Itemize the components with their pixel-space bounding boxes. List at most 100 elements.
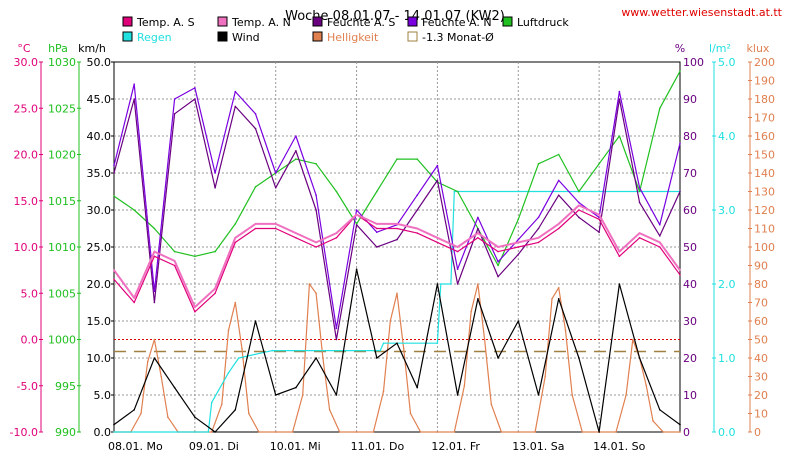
data-point xyxy=(133,301,135,304)
x-axis-label: 14.01. So xyxy=(593,440,645,453)
data-point xyxy=(295,135,297,137)
light-axis-tick-label: 0 xyxy=(754,426,761,439)
data-point xyxy=(615,431,617,433)
light-axis-tick-label: 190 xyxy=(754,75,775,88)
data-point xyxy=(662,431,664,433)
humidity-axis-tick-label: 10 xyxy=(683,389,697,402)
data-point xyxy=(477,227,479,230)
humidity-axis-tick-label: 60 xyxy=(683,204,697,217)
legend-label: Luftdruck xyxy=(517,16,569,29)
series-line-regen xyxy=(114,190,680,433)
data-point xyxy=(497,261,499,263)
data-point xyxy=(372,431,375,433)
light-axis-tick-label: 90 xyxy=(754,260,768,273)
data-point xyxy=(308,283,311,285)
data-point xyxy=(638,232,641,234)
data-point xyxy=(659,107,661,110)
data-point xyxy=(436,342,439,345)
data-point xyxy=(578,190,580,193)
data-point xyxy=(376,223,378,225)
light-axis-tick-label: 110 xyxy=(754,223,775,236)
data-point xyxy=(335,338,338,341)
data-point xyxy=(167,416,169,419)
data-point xyxy=(227,372,230,374)
temp-axis-tick-label: -5.0 xyxy=(17,380,38,393)
data-point xyxy=(659,409,661,411)
data-point xyxy=(638,357,641,359)
rain-axis-tick-label: 5.0 xyxy=(718,56,736,69)
data-point xyxy=(295,386,297,389)
data-point xyxy=(679,190,681,193)
legend-swatch xyxy=(502,16,513,27)
light-axis-tick-label: 70 xyxy=(754,297,768,310)
wind-axis-tick-label: 20.0 xyxy=(87,278,112,291)
data-point xyxy=(376,357,378,359)
data-point xyxy=(578,209,580,211)
data-point xyxy=(254,186,257,188)
pressure-axis-tick-label: 995 xyxy=(55,380,76,393)
data-point xyxy=(241,348,243,350)
light-axis-tick-label: 100 xyxy=(754,241,775,254)
data-point xyxy=(618,98,621,100)
data-point xyxy=(258,431,260,433)
wind-axis-tick-label: 50.0 xyxy=(87,56,112,69)
pressure-axis-tick-label: 1000 xyxy=(48,334,76,347)
data-point xyxy=(234,409,237,411)
data-point xyxy=(557,286,560,289)
data-point xyxy=(355,224,358,226)
wind-axis-unit: km/h xyxy=(78,42,106,55)
data-point xyxy=(146,360,149,363)
data-point xyxy=(396,158,398,160)
data-point xyxy=(254,113,257,115)
data-point xyxy=(436,164,439,167)
data-point xyxy=(254,127,257,130)
data-point xyxy=(274,187,277,189)
legend-swatch xyxy=(312,16,323,27)
data-point xyxy=(497,357,499,359)
wind-axis-tick-label: 45.0 xyxy=(87,93,112,106)
data-point xyxy=(679,423,681,426)
data-point xyxy=(517,431,520,433)
light-axis-tick-label: 80 xyxy=(754,278,768,291)
data-point xyxy=(194,255,196,258)
data-point xyxy=(659,235,661,237)
data-point xyxy=(659,224,661,226)
data-point xyxy=(598,213,600,216)
data-point xyxy=(416,209,419,211)
data-point xyxy=(557,223,560,225)
data-point xyxy=(322,357,324,359)
data-point xyxy=(517,241,520,244)
data-point xyxy=(551,298,553,300)
data-point xyxy=(227,329,230,332)
data-point xyxy=(237,357,240,359)
data-point xyxy=(598,431,600,433)
data-point xyxy=(140,412,142,415)
humidity-axis-tick-label: 40 xyxy=(683,278,697,291)
data-point xyxy=(416,194,419,196)
light-axis-tick-label: 50 xyxy=(754,334,768,347)
wind-axis-tick-label: 35.0 xyxy=(87,167,112,180)
data-point xyxy=(598,218,600,221)
data-point xyxy=(453,431,456,433)
rain-axis-unit: l/m² xyxy=(709,42,731,55)
data-point xyxy=(416,227,419,230)
data-point xyxy=(153,227,156,230)
data-point xyxy=(456,246,459,248)
data-point xyxy=(214,250,216,253)
wind-axis-tick-label: 10.0 xyxy=(87,352,112,365)
data-point xyxy=(450,283,452,285)
light-axis-tick-label: 130 xyxy=(754,186,775,199)
data-point xyxy=(517,253,520,256)
data-point xyxy=(652,420,654,422)
temp-axis-tick-label: -10.0 xyxy=(10,426,38,439)
data-point xyxy=(598,163,600,165)
data-point xyxy=(396,227,398,230)
data-point xyxy=(564,329,567,332)
data-point xyxy=(194,306,196,308)
data-point xyxy=(173,386,176,389)
data-point xyxy=(133,83,135,85)
data-point xyxy=(173,260,176,262)
data-point xyxy=(376,227,378,230)
light-axis-tick-label: 180 xyxy=(754,93,775,106)
